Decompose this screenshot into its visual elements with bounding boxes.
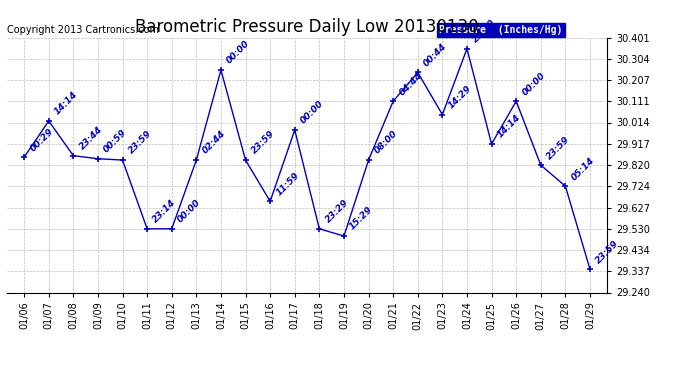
Title: Barometric Pressure Daily Low 20130130: Barometric Pressure Daily Low 20130130 <box>135 18 479 36</box>
Text: 05:14: 05:14 <box>569 155 596 182</box>
Text: 14:29: 14:29 <box>446 84 473 110</box>
Text: 14:14: 14:14 <box>53 90 79 117</box>
Text: 00:00: 00:00 <box>520 70 547 97</box>
Text: 15:29: 15:29 <box>348 205 375 232</box>
Text: 23:59: 23:59 <box>594 238 621 265</box>
Text: 00:00: 00:00 <box>225 39 252 66</box>
Text: Copyright 2013 Cartronics.com: Copyright 2013 Cartronics.com <box>7 25 159 35</box>
Text: 08:00: 08:00 <box>373 129 400 156</box>
Text: 23:14: 23:14 <box>151 198 178 225</box>
Text: 00:00: 00:00 <box>176 198 202 225</box>
Text: 14:14: 14:14 <box>495 113 522 140</box>
Text: 23:59: 23:59 <box>127 129 153 156</box>
Text: 23:29: 23:29 <box>324 198 350 225</box>
Text: Pressure  (Inches/Hg): Pressure (Inches/Hg) <box>439 25 562 35</box>
Text: 23:44: 23:44 <box>77 125 104 152</box>
Text: 02:44: 02:44 <box>201 129 227 156</box>
Text: 00:29: 00:29 <box>28 126 55 153</box>
Text: 23:00: 23:00 <box>471 18 497 45</box>
Text: 00:59: 00:59 <box>102 128 129 154</box>
Text: 00:00: 00:00 <box>299 99 326 126</box>
Text: 00:44: 00:44 <box>422 42 448 68</box>
Text: 11:59: 11:59 <box>275 171 301 197</box>
Text: 23:59: 23:59 <box>250 129 276 156</box>
Text: 23:59: 23:59 <box>545 134 571 161</box>
Text: 04:44: 04:44 <box>397 70 424 97</box>
